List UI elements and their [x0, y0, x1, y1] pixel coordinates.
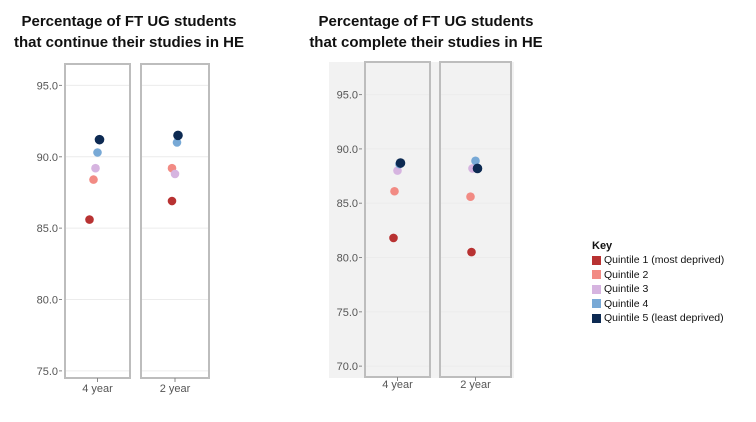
chart1-point-q2-4year [89, 175, 98, 184]
chart2-point-q2-2year [466, 192, 475, 201]
legend-label-q4: Quintile 4 [604, 297, 649, 310]
chart1-point-q4-2year [172, 138, 182, 147]
chart2-point-q5-2year [472, 163, 483, 174]
chart1-category-label-1: 4 year [82, 383, 113, 395]
legend-item-q5: Quintile 5 (least deprived) [592, 311, 724, 326]
legend-item-q4: Quintile 4 [592, 297, 724, 312]
chart2-title-line2: that complete their studies in HE [309, 34, 543, 51]
chart2-ytick-label-2: 75.0 [337, 307, 358, 319]
chart1-category-label-2: 2 year [160, 383, 191, 395]
chart1-point-q3-4year [91, 163, 100, 173]
chart2-title: Percentage of FT UG students that comple… [297, 11, 555, 53]
chart2-point-q5-4year [395, 158, 406, 168]
chart1-point-q1-2year [167, 196, 177, 206]
legend-label-q1: Quintile 1 (most deprived) [604, 254, 725, 267]
legend-swatch-q1 [592, 255, 601, 265]
chart2-point-q3-4year [393, 166, 402, 175]
chart1-ytick-label-5: 95.0 [37, 80, 58, 92]
chart2-ytick-label-1: 70.0 [337, 361, 358, 373]
chart2-ytick-label-4: 85.0 [337, 198, 358, 210]
legend-label-q5: Quintile 5 (least deprived) [604, 312, 724, 325]
legend-swatch-q4 [592, 299, 601, 309]
legend: Key Quintile 1 (most deprived) Quintile … [592, 240, 724, 326]
chart1-point-q3-2year [170, 169, 180, 179]
legend-item-q1: Quintile 1 (most deprived) [592, 253, 724, 268]
chart2-category-label-2: 2 year [460, 379, 491, 391]
chart2-background [329, 62, 514, 378]
chart2-point-q2-4year [390, 186, 399, 196]
legend-item-q3: Quintile 3 [592, 282, 724, 297]
chart1-title-line1: Percentage of FT UG students [21, 13, 237, 30]
legend-label-q3: Quintile 3 [604, 283, 649, 296]
chart1-panel-1 [64, 63, 131, 379]
chart1-point-q5-2year [173, 130, 183, 141]
legend-swatch-q2 [592, 270, 601, 280]
chart2-point-q1-2year [467, 247, 476, 257]
chart2-ytick-label-5: 90.0 [337, 144, 358, 156]
chart2-category-label-1: 4 year [382, 379, 413, 391]
chart2-point-q4-2year [471, 156, 480, 166]
chart1-panel-2 [140, 63, 210, 379]
legend-swatch-q3 [592, 284, 601, 294]
legend-item-q2: Quintile 2 [592, 268, 724, 283]
chart1-title-line2: that continue their studies in HE [13, 34, 245, 51]
chart2-title-line1: Percentage of FT UG students [318, 13, 534, 30]
legend-swatch-q5 [592, 313, 601, 323]
chart1-ytick-label-3: 85.0 [37, 223, 58, 235]
chart1-point-q5-4year [94, 134, 105, 145]
chart1-ytick-label-2: 80.0 [37, 295, 58, 307]
chart1-ytick-label-4: 90.0 [37, 152, 58, 164]
chart2-point-q1-4year [389, 233, 398, 243]
chart1-title: Percentage of FT UG students that contin… [0, 11, 258, 53]
legend-label-q2: Quintile 2 [604, 268, 649, 281]
chart2-ytick-label-3: 80.0 [337, 253, 358, 265]
chart1-point-q1-4year [85, 215, 94, 224]
chart1-point-q4-4year [93, 148, 102, 157]
chart2-ytick-label-6: 95.0 [337, 90, 358, 102]
chart1-ytick-label-1: 75.0 [37, 366, 58, 378]
legend-title: Key [592, 240, 613, 252]
